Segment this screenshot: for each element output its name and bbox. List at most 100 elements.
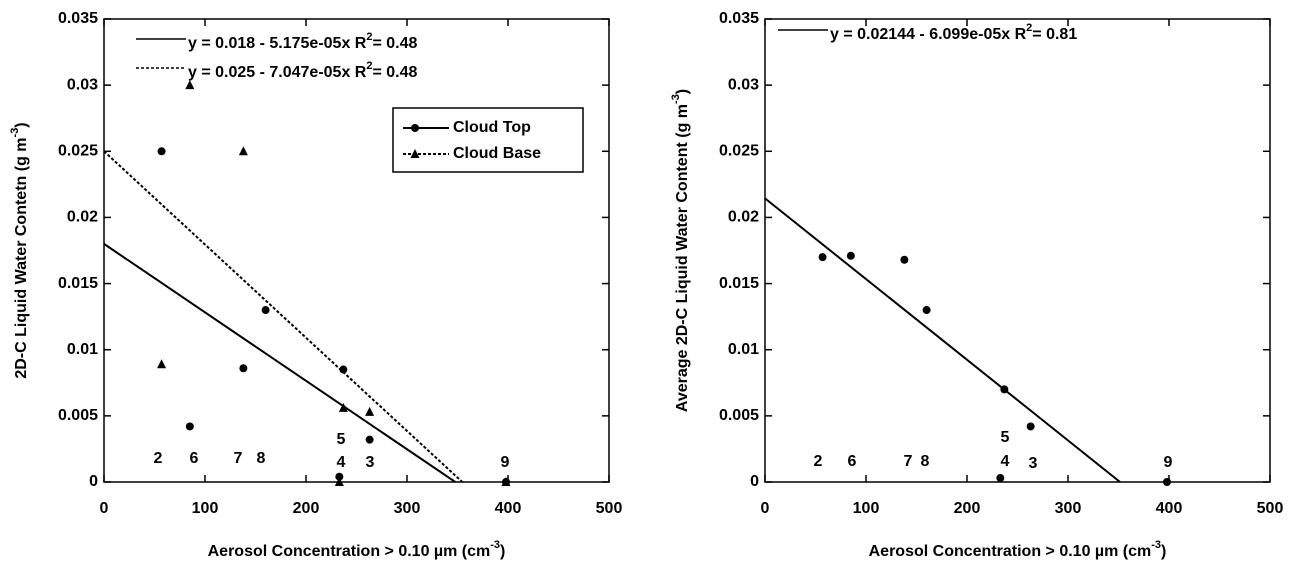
point-label: 3	[1029, 455, 1038, 472]
x-axis-label-part: Aerosol Concentration > 0.10 µm (cm	[208, 543, 491, 560]
y-tick-label: 0.005	[58, 407, 98, 424]
equation-part: = 0.81	[1032, 26, 1077, 43]
point-label: 4	[1001, 453, 1010, 470]
circle-point	[922, 306, 931, 315]
triangle-point	[238, 146, 248, 156]
circle-point	[157, 147, 166, 156]
circle-point	[335, 472, 344, 481]
triangle-point	[338, 402, 348, 412]
y-tick-label: 0.02	[67, 209, 98, 226]
point-label: 4	[337, 454, 346, 471]
point-label: 9	[1164, 454, 1173, 471]
y-axis-label: Average 2D-C Liquid Water Content (g m-3…	[670, 89, 691, 412]
triangle-point	[185, 80, 195, 90]
y-tick-label: 0.02	[728, 209, 759, 226]
triangle-point	[334, 477, 344, 486]
x-tick-label: 200	[954, 500, 981, 517]
plot-frame	[103, 18, 610, 483]
point-label: 5	[1001, 429, 1010, 446]
circle-point	[411, 124, 419, 132]
y-tick-label: 0.025	[58, 143, 98, 160]
y-axis-label-part: 2D-C Liquid Water Contetn (g m	[13, 137, 30, 378]
y-tick-label: 0	[750, 473, 759, 490]
y-tick-label: 0.01	[728, 341, 759, 358]
y-tick-label: 0.01	[67, 341, 98, 358]
x-tick-label: 500	[596, 500, 623, 517]
y-axis-label: 2D-C Liquid Water Contetn (g m-3)	[9, 122, 30, 378]
circle-point	[1026, 422, 1035, 431]
x-axis-label-part: Aerosol Concentration > 0.10 µm (cm	[869, 543, 1152, 560]
x-axis-label-sup: -3	[1151, 539, 1161, 551]
x-tick-label: 100	[853, 500, 880, 517]
circle-point	[261, 306, 270, 315]
triangle-point	[501, 477, 511, 486]
circle-point	[185, 422, 194, 431]
equation-part: y = 0.025 - 7.047e-05x R	[188, 64, 367, 81]
point-label: 3	[366, 454, 375, 471]
x-tick-label: 500	[1257, 500, 1284, 517]
circle-point	[846, 251, 855, 260]
x-tick-label: 0	[761, 500, 770, 517]
equation-part: y = 0.02144 - 6.099e-05x R	[830, 26, 1027, 43]
fit-line	[104, 150, 463, 482]
x-axis-label-part: )	[1161, 543, 1166, 560]
triangle-point	[157, 359, 167, 369]
x-tick-label: 200	[293, 500, 320, 517]
x-tick-label: 100	[192, 500, 219, 517]
equation-sup: 2	[366, 31, 372, 43]
point-label: 5	[337, 431, 346, 448]
y-tick-label: 0.03	[728, 76, 759, 93]
point-label: 7	[234, 450, 243, 467]
x-tick-label: 0	[100, 500, 109, 517]
equation-part: = 0.48	[372, 35, 417, 52]
triangle-point	[410, 149, 420, 158]
y-axis-label-sup: -3	[670, 94, 682, 104]
equation: y = 0.025 - 7.047e-05x R2= 0.48	[188, 60, 418, 81]
y-axis-label-part: )	[674, 89, 691, 94]
x-tick-label: 300	[1055, 500, 1082, 517]
circle-point	[1000, 385, 1009, 394]
y-tick-label: 0.025	[719, 143, 759, 160]
y-axis-label-part: Average 2D-C Liquid Water Content (g m	[674, 104, 691, 412]
y-axis-label-sup: -3	[9, 128, 21, 138]
point-label: 9	[501, 454, 510, 471]
point-label: 2	[154, 450, 163, 467]
plot-frame	[764, 18, 1271, 483]
point-label: 8	[921, 453, 930, 470]
point-label: 6	[190, 450, 199, 467]
circle-point	[818, 253, 827, 262]
x-tick-label: 300	[394, 500, 421, 517]
y-tick-label: 0.015	[58, 275, 98, 292]
x-axis-label-sup: -3	[490, 539, 500, 551]
equation-sup: 2	[366, 60, 372, 72]
y-tick-label: 0.015	[719, 275, 759, 292]
circle-point	[365, 435, 374, 444]
equation-sup: 2	[1026, 22, 1032, 34]
triangle-point	[365, 406, 375, 416]
point-label: 8	[257, 450, 266, 467]
equation-part: y = 0.018 - 5.175e-05x R	[188, 35, 367, 52]
circle-point	[1162, 478, 1171, 486]
y-tick-label: 0.035	[719, 10, 759, 27]
point-label: 7	[904, 453, 913, 470]
legend-label: Cloud Top	[453, 119, 531, 136]
circle-point	[239, 364, 248, 373]
y-tick-label: 0.005	[719, 407, 759, 424]
x-tick-label: 400	[495, 500, 522, 517]
circle-point	[900, 255, 909, 264]
legend-box	[392, 107, 584, 173]
y-tick-label: 0.035	[58, 10, 98, 27]
fit-line	[765, 197, 1121, 482]
point-label: 2	[814, 453, 823, 470]
y-tick-label: 0	[89, 473, 98, 490]
equation-part: = 0.48	[372, 64, 417, 81]
circle-point	[339, 365, 348, 374]
fit-line	[104, 243, 456, 482]
x-tick-label: 400	[1156, 500, 1183, 517]
y-axis-label-part: )	[13, 122, 30, 127]
equation: y = 0.018 - 5.175e-05x R2= 0.48	[188, 31, 418, 52]
y-tick-label: 0.03	[67, 76, 98, 93]
point-label: 6	[848, 453, 857, 470]
legend-label: Cloud Base	[453, 145, 541, 162]
